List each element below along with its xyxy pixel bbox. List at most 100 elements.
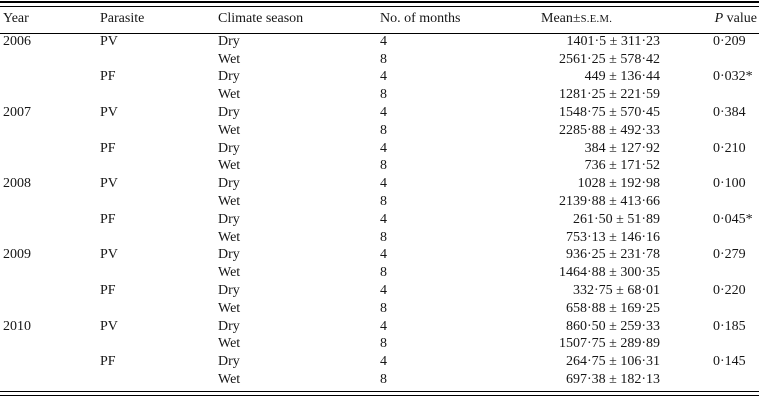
mean-header-prefix: Mean± bbox=[541, 11, 581, 26]
table-row: Wet 8 1281·25 ± 221·59 bbox=[0, 86, 759, 104]
col-header-climate-season: Climate season bbox=[218, 11, 304, 26]
cell-climate-season: Dry bbox=[218, 283, 240, 299]
cell-parasite bbox=[100, 336, 218, 354]
p-value-header-rest: value bbox=[723, 11, 757, 26]
table-row: Wet 8 658·88 ± 169·25 bbox=[0, 300, 759, 318]
cell-climate-season: Dry bbox=[218, 211, 240, 227]
cell-parasite: PV bbox=[100, 33, 118, 49]
cell-p-value bbox=[662, 158, 759, 176]
cell-p-value bbox=[662, 336, 759, 354]
cell-year: 2008 bbox=[3, 176, 31, 192]
table-header: Year Parasite Climate season No. of mont… bbox=[0, 0, 759, 33]
cell-climate-season: Wet bbox=[218, 372, 241, 388]
cell-no-of-months: 8 bbox=[380, 158, 387, 174]
cell-parasite: PF bbox=[100, 354, 116, 370]
cell-no-of-months: 4 bbox=[380, 33, 387, 49]
cell-p-value bbox=[662, 122, 759, 140]
cell-p-value: 0·209 bbox=[713, 33, 746, 49]
cell-no-of-months: 8 bbox=[380, 51, 387, 67]
cell-climate-season: Wet bbox=[218, 158, 241, 174]
table-row: Wet 8 1464·88 ± 300·35 bbox=[0, 264, 759, 282]
cell-climate-season: Wet bbox=[218, 229, 241, 245]
cell-parasite bbox=[100, 86, 218, 104]
cell-no-of-months: 8 bbox=[380, 300, 387, 316]
cell-mean-sem: 264·75 ± 106·31 bbox=[565, 354, 660, 370]
cell-mean-sem: 2139·88 ± 413·66 bbox=[558, 194, 660, 210]
cell-mean-sem: 1548·75 ± 570·45 bbox=[558, 105, 660, 121]
cell-no-of-months: 4 bbox=[380, 211, 387, 227]
col-header-p-value: P value bbox=[662, 0, 759, 33]
cell-year bbox=[0, 211, 100, 229]
cell-mean-sem: 658·88 ± 169·25 bbox=[565, 300, 660, 316]
cell-parasite bbox=[100, 229, 218, 247]
cell-mean-sem: 753·13 ± 146·16 bbox=[565, 229, 660, 245]
table-row: 2010 PV Dry 4 860·50 ± 259·33 0·185 bbox=[0, 318, 759, 336]
cell-no-of-months: 4 bbox=[380, 318, 387, 334]
cell-no-of-months: 8 bbox=[380, 265, 387, 281]
table-top-rule-outer bbox=[0, 1, 759, 3]
results-table: Year Parasite Climate season No. of mont… bbox=[0, 0, 759, 389]
cell-no-of-months: 8 bbox=[380, 87, 387, 103]
cell-p-value: 0·045* bbox=[713, 211, 753, 227]
cell-no-of-months: 4 bbox=[380, 283, 387, 299]
table-row: Wet 8 2139·88 ± 413·66 bbox=[0, 193, 759, 211]
cell-p-value: 0·032* bbox=[713, 69, 753, 85]
cell-year bbox=[0, 193, 100, 211]
cell-mean-sem: 384 ± 127·92 bbox=[584, 140, 660, 156]
col-header-mean-sem: Mean±S.E.M. bbox=[533, 0, 662, 33]
table-body: 2006 PV Dry 4 1401·5 ± 311·23 0·209 Wet … bbox=[0, 33, 759, 389]
cell-p-value bbox=[662, 264, 759, 282]
cell-parasite: PV bbox=[100, 247, 118, 263]
table-row: Wet 8 697·38 ± 182·13 bbox=[0, 371, 759, 389]
cell-year bbox=[0, 336, 100, 354]
table-row: 2009 PV Dry 4 936·25 ± 231·78 0·279 bbox=[0, 247, 759, 265]
table-row: Wet 8 1507·75 ± 289·89 bbox=[0, 336, 759, 354]
cell-p-value: 0·210 bbox=[713, 140, 746, 156]
cell-p-value: 0·185 bbox=[713, 318, 746, 334]
table-bottom-rule-inner bbox=[0, 391, 759, 392]
cell-parasite bbox=[100, 122, 218, 140]
cell-parasite bbox=[100, 264, 218, 282]
cell-p-value bbox=[662, 371, 759, 389]
cell-no-of-months: 8 bbox=[380, 336, 387, 352]
table-row: Wet 8 736 ± 171·52 bbox=[0, 158, 759, 176]
cell-climate-season: Wet bbox=[218, 265, 241, 281]
cell-climate-season: Dry bbox=[218, 176, 240, 192]
cell-no-of-months: 4 bbox=[380, 176, 387, 192]
cell-mean-sem: 1507·75 ± 289·89 bbox=[558, 336, 660, 352]
cell-climate-season: Dry bbox=[218, 69, 240, 85]
cell-p-value bbox=[662, 86, 759, 104]
cell-parasite: PF bbox=[100, 283, 116, 299]
cell-climate-season: Wet bbox=[218, 336, 241, 352]
cell-mean-sem: 736 ± 171·52 bbox=[584, 158, 660, 174]
cell-year bbox=[0, 353, 100, 371]
cell-climate-season: Wet bbox=[218, 122, 241, 138]
cell-mean-sem: 2561·25 ± 578·42 bbox=[558, 51, 660, 67]
cell-parasite: PV bbox=[100, 176, 118, 192]
cell-parasite bbox=[100, 193, 218, 211]
table-row: Wet 8 753·13 ± 146·16 bbox=[0, 229, 759, 247]
cell-climate-season: Dry bbox=[218, 105, 240, 121]
mean-header-sem-smallcaps: S.E.M. bbox=[580, 14, 613, 25]
table-row: Wet 8 2285·88 ± 492·33 bbox=[0, 122, 759, 140]
cell-parasite: PV bbox=[100, 105, 118, 121]
col-header-year: Year bbox=[3, 11, 29, 26]
cell-parasite bbox=[100, 158, 218, 176]
cell-mean-sem: 449 ± 136·44 bbox=[584, 69, 660, 85]
cell-no-of-months: 4 bbox=[380, 69, 387, 85]
table-row: PF Dry 4 264·75 ± 106·31 0·145 bbox=[0, 353, 759, 371]
cell-parasite: PV bbox=[100, 318, 118, 334]
cell-no-of-months: 4 bbox=[380, 140, 387, 156]
cell-climate-season: Dry bbox=[218, 33, 240, 49]
cell-p-value: 0·384 bbox=[713, 105, 746, 121]
cell-climate-season: Wet bbox=[218, 300, 241, 316]
cell-year bbox=[0, 264, 100, 282]
cell-climate-season: Dry bbox=[218, 354, 240, 370]
table-header-row: Year Parasite Climate season No. of mont… bbox=[0, 0, 759, 33]
cell-mean-sem: 860·50 ± 259·33 bbox=[565, 318, 660, 334]
cell-climate-season: Wet bbox=[218, 51, 241, 67]
cell-mean-sem: 261·50 ± 51·89 bbox=[572, 211, 660, 227]
cell-year bbox=[0, 229, 100, 247]
cell-no-of-months: 8 bbox=[380, 122, 387, 138]
